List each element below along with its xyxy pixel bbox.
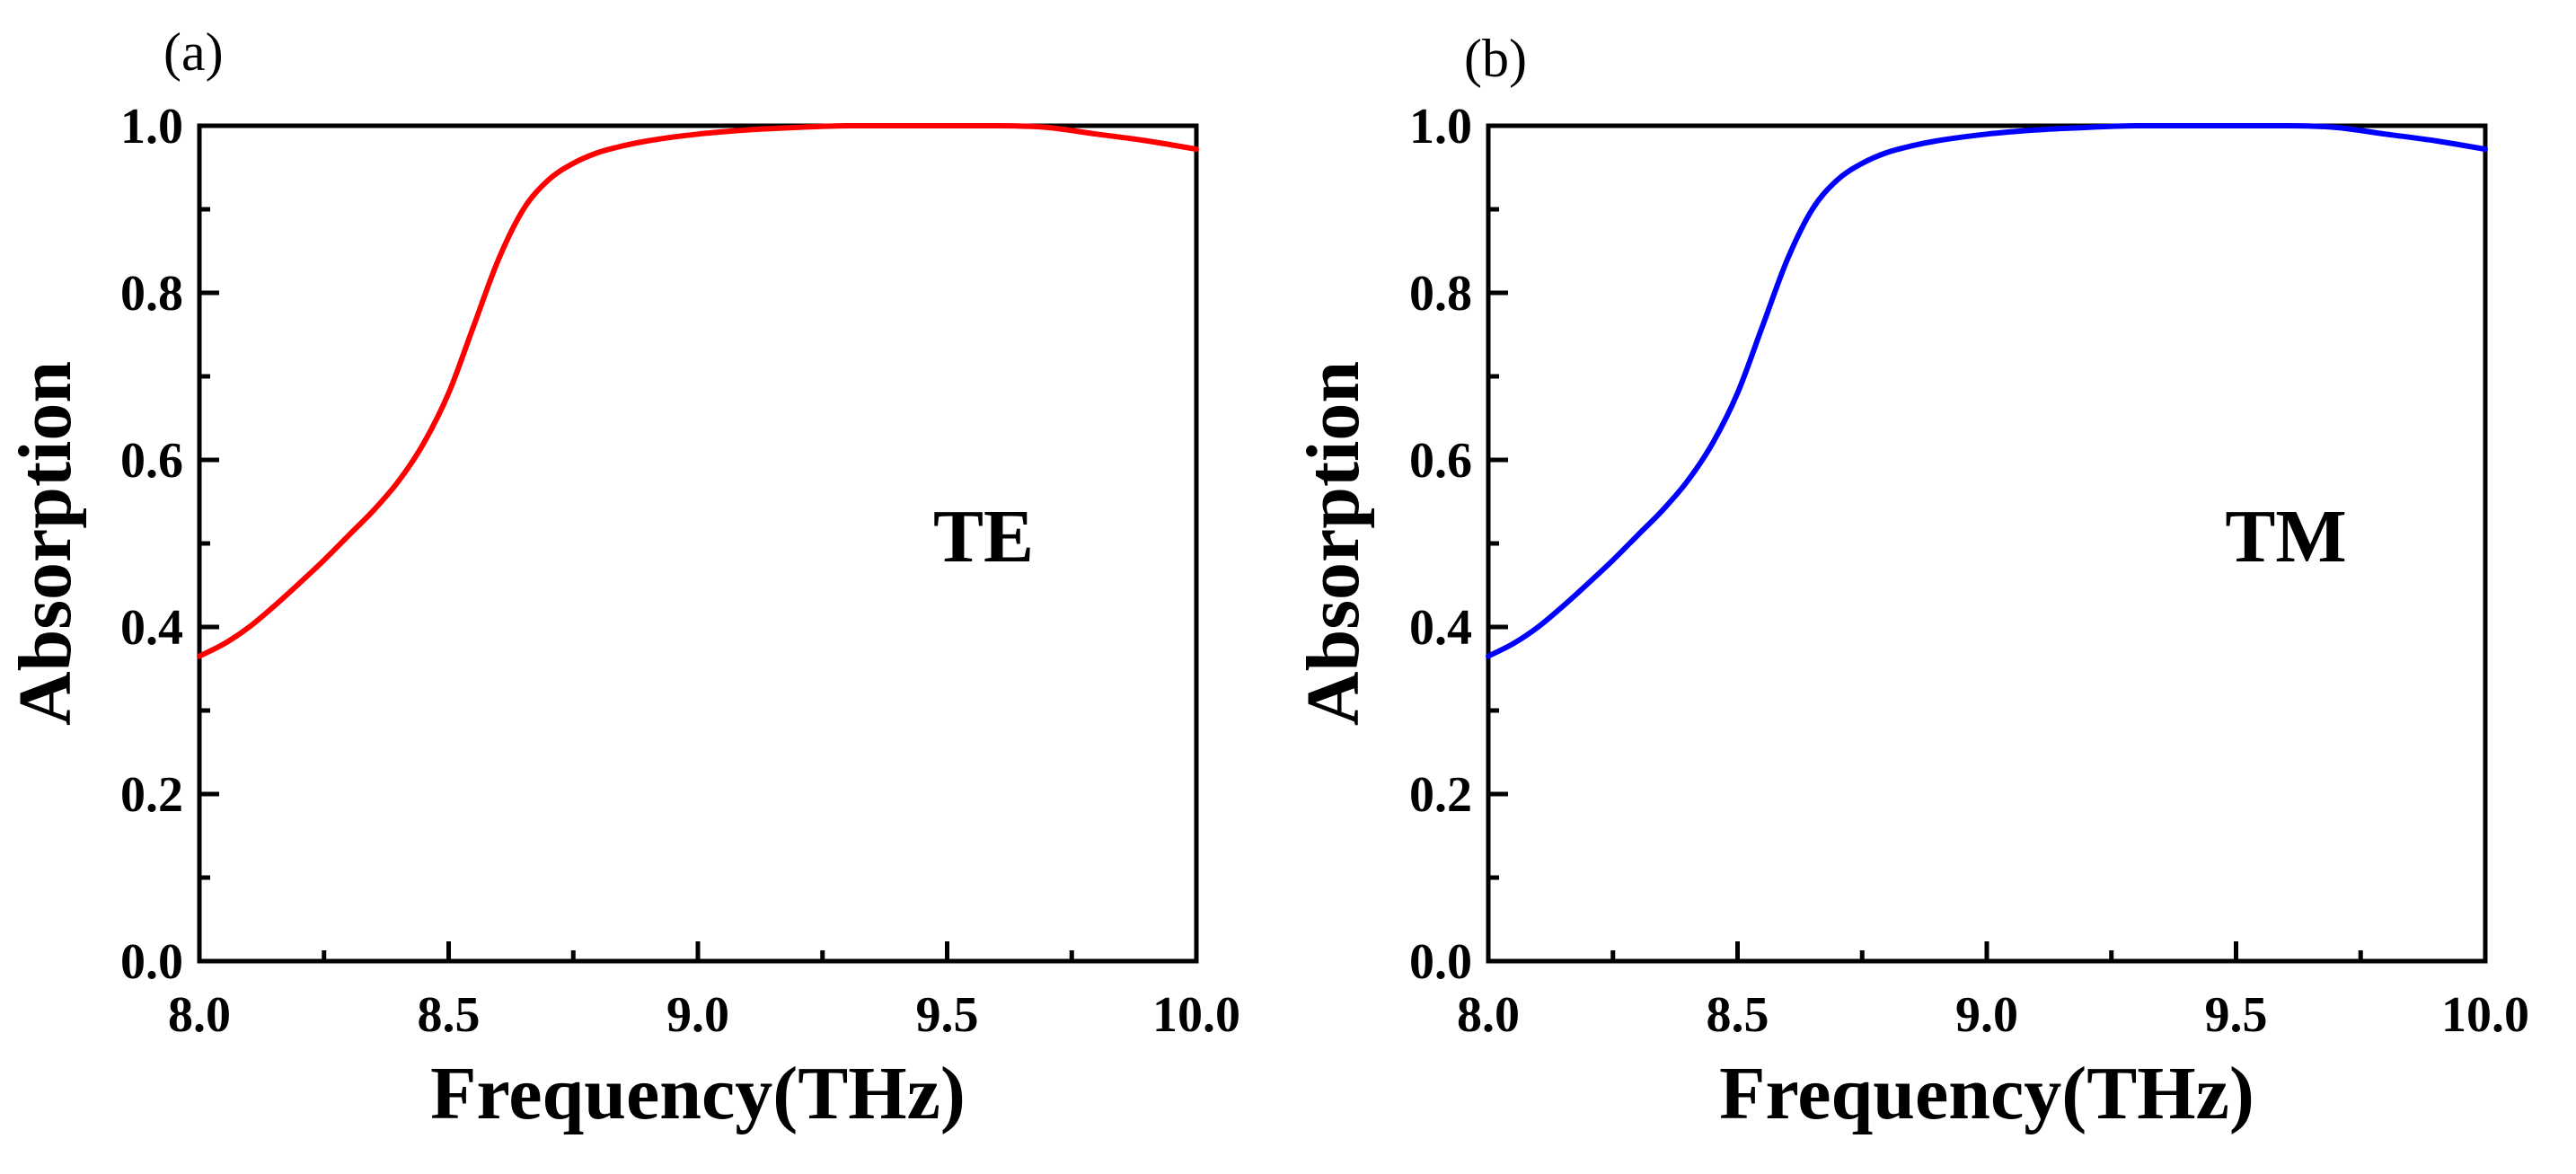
- panel-b: (b) 8.0 8.5 9.0 9.5 10.0 0.0 0.2 0.4 0.6 0.8 1.0 Fre…: [1292, 29, 2529, 1135]
- mode-annotation: TE: [933, 495, 1034, 578]
- x-axis-title: Frequency(THz): [430, 1052, 966, 1135]
- x-tick-label: 10.0: [2441, 987, 2529, 1043]
- y-tick-label: 0.4: [120, 600, 183, 656]
- y-axis-title: Absorption: [1292, 361, 1375, 726]
- x-tick-label: 10.0: [1152, 987, 1240, 1043]
- y-tick-label: 0.6: [120, 433, 183, 489]
- x-tick-label: 9.0: [1955, 987, 2018, 1043]
- y-tick-label: 0.2: [120, 767, 183, 823]
- series-line-te: [197, 123, 1199, 659]
- x-tick-label: 9.5: [916, 987, 979, 1043]
- y-tick-label: 0.8: [1409, 266, 1472, 322]
- x-tick-label: 8.5: [1707, 987, 1769, 1043]
- x-tick-label: 9.5: [2205, 987, 2268, 1043]
- x-tick-label: 8.5: [418, 987, 481, 1043]
- y-tick-label: 0.0: [120, 934, 183, 990]
- plot-frame: [197, 123, 1199, 964]
- series-line-tm: [1486, 123, 2488, 659]
- panel-a: (a) 8.0 8.5 9.0 9.5 10.0 0.0 0.2 0.4 0.6 0.8 1.0 Fre…: [4, 22, 1240, 1135]
- panel-label: (b): [1464, 29, 1527, 88]
- y-tick-label: 0.2: [1409, 767, 1472, 823]
- mode-annotation: TM: [2225, 495, 2346, 578]
- y-tick-label: 0.6: [1409, 433, 1472, 489]
- y-tick-label: 0.8: [120, 266, 183, 322]
- x-tick-label: 8.0: [1457, 987, 1520, 1043]
- y-tick-label: 0.0: [1409, 934, 1472, 990]
- y-axis-title: Absorption: [4, 361, 87, 726]
- x-tick-label: 9.0: [666, 987, 729, 1043]
- x-axis-title: Frequency(THz): [1719, 1052, 2254, 1135]
- x-tick-label: 8.0: [168, 987, 231, 1043]
- panel-label: (a): [163, 22, 224, 82]
- y-tick-label: 0.4: [1409, 600, 1472, 656]
- y-tick-label: 1.0: [1409, 99, 1472, 154]
- y-tick-label: 1.0: [120, 99, 183, 154]
